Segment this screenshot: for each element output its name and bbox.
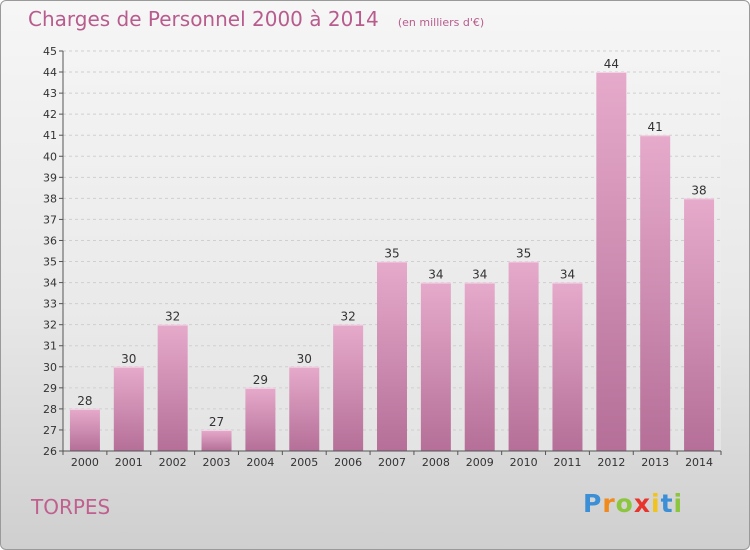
data-label: 32 [165, 310, 180, 324]
logo-letter: P [583, 489, 603, 518]
y-tick-label: 37 [43, 213, 57, 226]
data-label: 34 [560, 268, 575, 282]
bar [69, 408, 100, 451]
bar [684, 198, 715, 451]
x-tick-label: 2001 [115, 456, 143, 469]
value-labels: 28 30 32 27 29 30 32 35 34 34 35 34 44 41 38 [77, 57, 706, 429]
x-tick-label: 2007 [378, 456, 406, 469]
x-tick-label: 2000 [71, 456, 99, 469]
logo-letter: o [615, 489, 634, 518]
y-tick-label: 27 [43, 424, 57, 437]
data-label: 29 [253, 373, 268, 387]
bar [596, 72, 627, 451]
data-label: 38 [691, 183, 706, 197]
x-tick-label: 2008 [422, 456, 450, 469]
x-tick-label: 2004 [246, 456, 274, 469]
chart-subtitle: (en milliers d'€) [397, 16, 485, 29]
bar [113, 366, 144, 451]
y-tick-label: 29 [43, 382, 57, 395]
data-label: 32 [340, 310, 355, 324]
bar [201, 429, 232, 451]
x-axis: 2000 2001 2002 2003 2004 2005 2006 2007 2008 2009… [62, 450, 722, 469]
y-tick-label: 36 [43, 234, 57, 247]
chart-title: Charges de Personnel 2000 à 2014 [28, 7, 379, 31]
bar [552, 282, 583, 451]
x-tick-label: 2003 [203, 456, 231, 469]
data-label: 27 [209, 415, 224, 429]
x-tick-label: 2002 [159, 456, 187, 469]
bar [333, 324, 364, 451]
town-name: TORPES [31, 495, 111, 519]
bar [464, 282, 495, 451]
data-label: 30 [297, 352, 312, 366]
y-tick-label: 34 [43, 277, 57, 290]
data-label: 30 [121, 352, 136, 366]
data-label: 35 [516, 247, 531, 261]
x-tick-label: 2005 [290, 456, 318, 469]
bar [245, 387, 276, 451]
data-label: 28 [77, 394, 92, 408]
y-tick-label: 30 [43, 361, 57, 374]
y-tick-label: 33 [43, 298, 57, 311]
data-label: 34 [428, 268, 443, 282]
y-tick-label: 35 [43, 256, 57, 269]
y-tick-label: 45 [43, 45, 57, 58]
logo-letter: i [673, 489, 684, 518]
x-tick-label: 2014 [685, 456, 713, 469]
proxiti-logo: Proxiti [583, 489, 683, 518]
y-tick-label: 28 [43, 403, 57, 416]
y-tick-label: 44 [43, 66, 57, 79]
y-tick-label: 26 [43, 445, 57, 458]
data-label: 34 [472, 268, 487, 282]
y-tick-label: 40 [43, 150, 57, 163]
logo-letter: r [602, 489, 616, 518]
bars [69, 72, 715, 452]
data-label: 35 [384, 247, 399, 261]
y-tick-label: 38 [43, 192, 57, 205]
logo-letter: i [651, 489, 661, 518]
x-tick-label: 2011 [553, 456, 581, 469]
y-tick-label: 41 [43, 129, 57, 142]
bar [420, 282, 451, 451]
bar [157, 324, 188, 451]
x-tick-label: 2013 [641, 456, 669, 469]
bar [377, 261, 407, 451]
x-tick-label: 2006 [334, 456, 362, 469]
y-tick-label: 39 [43, 171, 57, 184]
data-label: 44 [604, 57, 619, 71]
y-tick-label: 42 [43, 108, 57, 121]
y-tick-label: 31 [43, 340, 57, 353]
y-tick-label: 32 [43, 319, 57, 332]
x-tick-label: 2009 [466, 456, 494, 469]
bar [289, 366, 320, 451]
bar [508, 261, 539, 451]
y-axis: 26 27 28 29 30 31 32 33 34 35 36 37 38 39 40 41 42 43 44 45 [43, 45, 64, 458]
x-tick-label: 2010 [510, 456, 538, 469]
x-tick-label: 2012 [597, 456, 625, 469]
title-row: Charges de Personnel 2000 à 2014 (en mil… [28, 7, 484, 31]
y-tick-label: 43 [43, 87, 57, 100]
logo-letter: t [660, 489, 674, 518]
bar [640, 135, 671, 452]
data-label: 41 [648, 120, 663, 134]
logo-letter: x [633, 489, 651, 518]
